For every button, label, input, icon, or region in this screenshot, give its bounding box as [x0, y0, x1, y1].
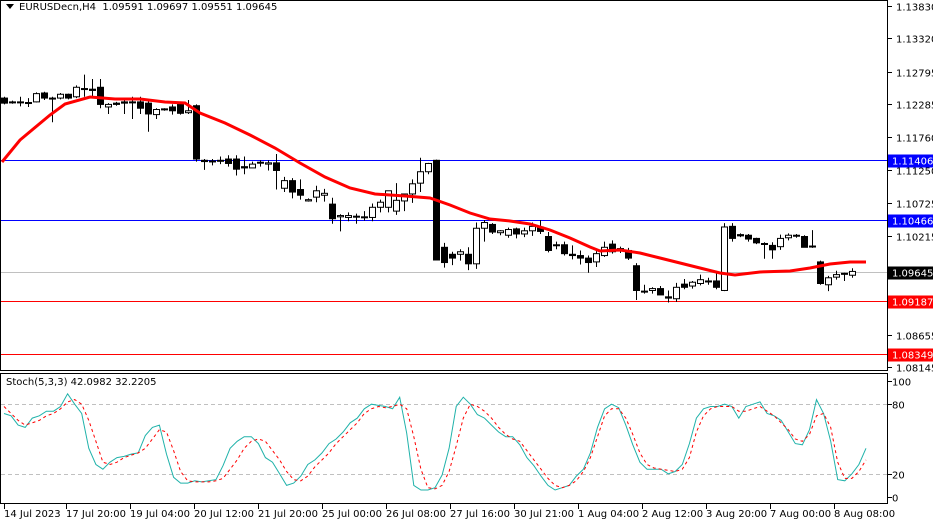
price-tick-label: 1.08145: [896, 364, 933, 375]
time-axis-label: 2 Aug 12:00: [642, 509, 704, 520]
price-axis: 1.13830 1.13320 1.12795 1.12285 1.11760 1.112…: [888, 3, 933, 375]
candlesticks: [1, 74, 856, 303]
ohlc-values: 1.09591 1.09697 1.09551 1.09645: [102, 2, 278, 13]
price-tick-label: 1.13320: [896, 35, 933, 46]
time-axis-label: 20 Jul 12:00: [194, 509, 254, 520]
price-tick-label: 1.12795: [896, 69, 933, 80]
time-axis-label: 27 Jul 16:00: [450, 509, 510, 520]
time-axis-label: 7 Aug 00:00: [770, 509, 832, 520]
level-label-bg: [888, 348, 933, 362]
price-panel-frame: [0, 0, 888, 371]
level-labels: 1.11406 1.10466 1.09645 1.09187 1.08349: [888, 154, 933, 362]
level-label: 1.08349: [892, 351, 933, 362]
level-label-bg: [888, 295, 933, 309]
time-axis-label: 26 Jul 08:00: [386, 509, 446, 520]
stoch-label: Stoch(5,3,3) 42.0982 32.2205: [6, 377, 157, 388]
time-axis-label: 14 Jul 2023: [4, 509, 61, 520]
time-axis-label: 17 Jul 20:00: [66, 509, 126, 520]
level-label-bg: [888, 154, 933, 168]
time-axis-ticks: [4, 504, 835, 509]
time-axis-label: 1 Aug 04:00: [578, 509, 640, 520]
price-tick-label: 1.12285: [896, 101, 933, 112]
time-axis-label: 21 Jul 20:00: [258, 509, 318, 520]
stoch-grid: [1, 404, 887, 475]
level-label: 1.09187: [892, 298, 933, 309]
stoch-tick-label: 80: [892, 401, 905, 412]
time-axis-label: 19 Jul 04:00: [130, 509, 190, 520]
stoch-tick-label: 0: [892, 494, 898, 505]
stoch-panel-frame: [0, 373, 888, 504]
triangle-down-icon[interactable]: [6, 4, 14, 9]
price-tick-label: 1.11250: [896, 167, 933, 178]
level-label-bg: [888, 214, 933, 228]
time-axis-label: 8 Aug 08:00: [834, 509, 896, 520]
time-axis-label: 30 Jul 21:00: [514, 509, 574, 520]
time-axis-label: 25 Jul 00:00: [322, 509, 382, 520]
symbol-label: EURUSDecn,H4: [19, 2, 97, 13]
price-tick-label: 1.11760: [896, 134, 933, 145]
stoch-tick-label: 100: [892, 378, 911, 389]
level-label: 1.09645: [892, 269, 933, 280]
horizontal-levels: [1, 160, 887, 355]
time-axis-label: 3 Aug 20:00: [706, 509, 768, 520]
stoch-signal-line: [3, 399, 867, 490]
price-tick-label: 1.13830: [896, 3, 933, 14]
level-label: 1.11406: [892, 157, 933, 168]
price-tick-label: 1.10725: [896, 200, 933, 211]
chart-title: EURUSDecn,H4 1.09591 1.09697 1.09551 1.0…: [6, 2, 277, 13]
stoch-main-line: [3, 392, 867, 491]
stoch-axis: 100 80 20 0: [888, 378, 911, 505]
moving-average-line: [0, 95, 866, 277]
level-label: 1.10466: [892, 217, 933, 228]
stoch-tick-label: 20: [892, 471, 905, 482]
level-label-bg: [888, 266, 933, 280]
price-tick-label: 1.08655: [896, 332, 933, 343]
price-tick-label: 1.10215: [896, 233, 933, 244]
